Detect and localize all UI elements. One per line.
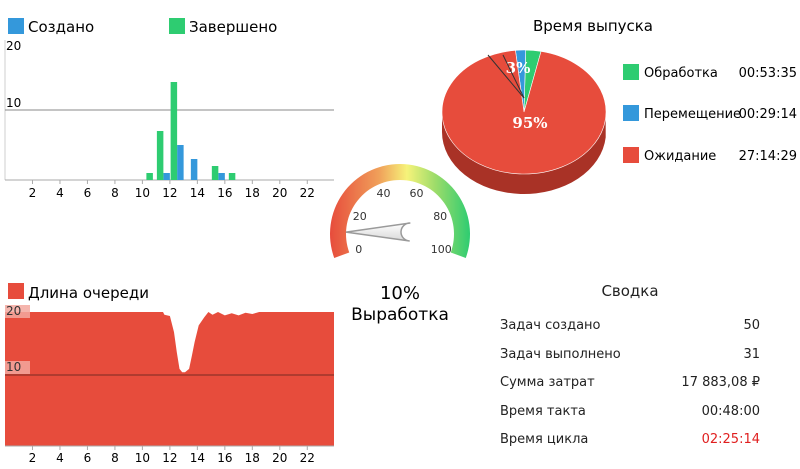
queue-x-tick-4: 4 [56,451,64,465]
bar-created-14[interactable] [190,159,198,180]
bar-created-12[interactable] [163,173,170,180]
legend-swatch-queue[interactable] [8,283,24,299]
queue-x-tick-22: 22 [300,451,315,465]
queue-chart: Длина очереди 20 10 2 4 6 8 10 12 14 16 18 20 22 [5,283,334,465]
gauge-needle-shape [345,222,411,242]
pie-legend-swatch-1[interactable] [623,105,639,121]
summary-label: Задач выполнено [500,346,621,362]
gauge-tick-80: 80 [433,210,447,223]
bar-completed-16[interactable] [211,166,219,180]
queue-y-tick-10: 10 [6,360,21,374]
legend-swatch-created[interactable] [8,18,24,34]
bar-x-tick-14: 14 [190,186,205,200]
gauge-title: Выработка [351,305,449,325]
bar-x-tick-2: 2 [29,186,37,200]
gauge-tick-20: 20 [353,210,367,223]
bar-y-tick-20: 20 [6,39,21,53]
pie-chart: Время выпуска 3%95% Обработка 00:53:35Пер… [441,17,797,195]
summary-label: Задач создано [500,318,601,333]
gauge-arc [330,163,471,258]
bar-x-tick-18: 18 [245,186,260,200]
summary-row: Время такта 00:48:00 [500,398,760,427]
summary-value: 31 [743,346,760,362]
summary-row: Время цикла 02:25:14 [500,426,760,455]
bar-x-tick-4: 4 [56,186,64,200]
gauge-output: 0 20 40 60 80 100 10% Выработка [330,163,471,325]
gauge-tick-40: 40 [377,187,391,200]
pie-title: Время выпуска [533,17,653,35]
summary-value: 17 883,08 ₽ [681,375,760,390]
bar-x-tick-8: 8 [111,186,119,200]
legend-swatch-completed[interactable] [169,18,185,34]
gauge-tick-0: 0 [355,243,362,256]
queue-y-tick-20: 20 [6,304,21,318]
bar-completed-11[interactable] [146,173,153,180]
queue-x-tick-8: 8 [111,451,119,465]
bar-x-tick-12: 12 [162,186,177,200]
legend-label-queue[interactable]: Длина очереди [28,284,149,302]
pie-legend-time-1: 00:29:14 [739,107,797,122]
summary-row: Задач выполнено 31 [500,341,760,370]
summary-value: 02:25:14 [701,432,760,447]
legend-label-completed[interactable]: Завершено [189,18,277,36]
summary-value: 50 [743,318,760,333]
summary-label: Время такта [500,403,586,419]
gauge-value-label: 10% [380,283,420,304]
summary-row: Сумма затрат 17 883,08 ₽ [500,369,760,398]
pie-legend-time-2: 27:14:29 [739,149,797,164]
pie-leader-line-1 [487,54,525,99]
queue-area [5,312,334,446]
pie-legend-label-0[interactable]: Обработка [644,66,718,81]
gauge-tick-60: 60 [410,187,424,200]
bar-x-tick-6: 6 [84,186,92,200]
queue-x-tick-20: 20 [272,451,287,465]
bar-created-16[interactable] [218,173,225,180]
queue-y-tick-10-bg [5,361,30,374]
bar-x-tick-22: 22 [300,186,315,200]
bar-created-13[interactable] [177,145,184,180]
queue-x-tick-16: 16 [217,451,232,465]
pie-legend-swatch-0[interactable] [623,64,639,80]
pie-legend-label-1[interactable]: Перемещение [644,107,741,122]
bar-completed-17[interactable] [228,173,236,180]
queue-y-tick-20-bg [5,305,30,318]
queue-x-tick-2: 2 [29,451,37,465]
summary-title: Сводка [601,282,659,300]
legend-label-created[interactable]: Создано [28,18,94,36]
queue-x-tick-18: 18 [245,451,260,465]
pie-legend-swatch-2[interactable] [623,147,639,163]
pie-slice-label-2: 95% [512,114,547,132]
pie-legend-label-2[interactable]: Ожидание [644,149,716,164]
queue-x-tick-6: 6 [84,451,92,465]
pie-slice-2[interactable] [441,50,607,175]
queue-x-tick-14: 14 [190,451,205,465]
summary-label: Сумма затрат [500,375,595,390]
pie-side-wall [442,112,606,195]
bar-chart: Создано Завершено 20 10 2 4 6 8 10 12 14 16 18 20… [4,18,334,200]
gauge-needle [345,222,411,242]
bar-x-tick-16: 16 [217,186,232,200]
bar-completed-12[interactable] [156,131,164,180]
summary-panel: Сводка Задач создано 50 Задач выполнено 31 С… [500,282,760,455]
pie-legend-time-0: 00:53:35 [739,66,797,81]
bar-x-tick-10: 10 [135,186,150,200]
summary-label: Время цикла [500,432,589,447]
bar-completed-13[interactable] [170,82,178,180]
bar-y-tick-10: 10 [6,96,21,110]
bar-x-tick-20: 20 [272,186,287,200]
summary-row: Задач создано 50 [500,312,760,341]
gauge-tick-100: 100 [431,243,452,256]
pie-leader-line-0 [502,54,525,99]
summary-value: 00:48:00 [701,403,760,419]
queue-x-tick-12: 12 [162,451,177,465]
queue-x-tick-10: 10 [135,451,150,465]
